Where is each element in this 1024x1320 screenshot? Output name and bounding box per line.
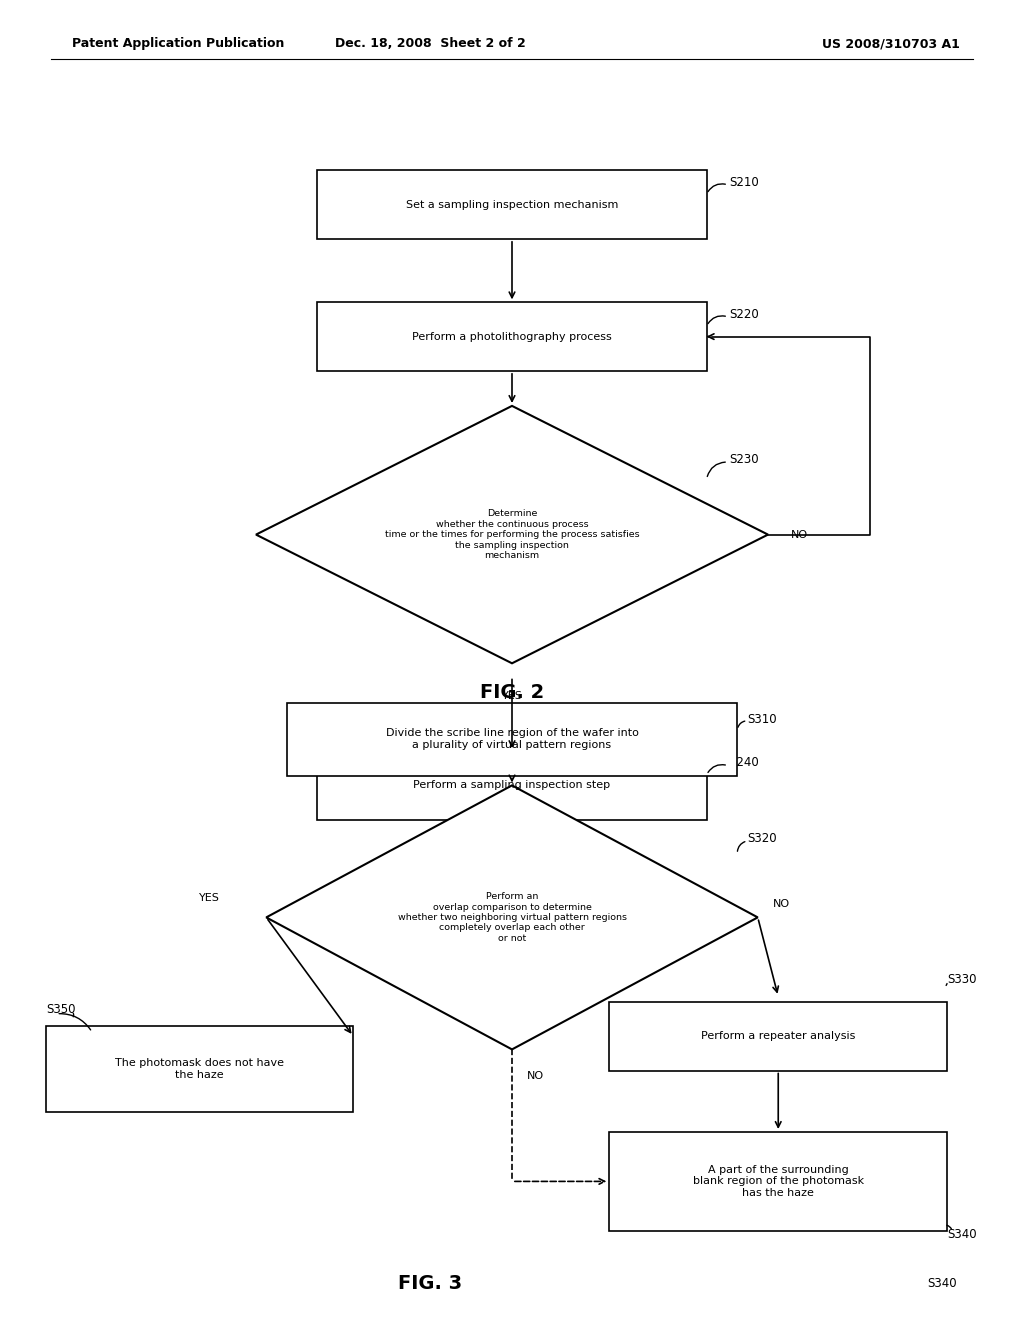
Text: FIG. 3: FIG. 3 xyxy=(398,1274,462,1292)
Text: Perform an
overlap comparison to determine
whether two neighboring virtual patte: Perform an overlap comparison to determi… xyxy=(397,892,627,942)
FancyBboxPatch shape xyxy=(317,751,707,820)
Text: S350: S350 xyxy=(46,1003,76,1016)
Text: Dec. 18, 2008  Sheet 2 of 2: Dec. 18, 2008 Sheet 2 of 2 xyxy=(335,37,525,50)
Text: S340: S340 xyxy=(928,1276,956,1290)
Text: Perform a repeater analysis: Perform a repeater analysis xyxy=(701,1031,855,1041)
FancyBboxPatch shape xyxy=(609,1131,947,1230)
Text: YES: YES xyxy=(200,892,220,903)
Text: US 2008/310703 A1: US 2008/310703 A1 xyxy=(822,37,959,50)
Text: S220: S220 xyxy=(729,308,759,321)
FancyBboxPatch shape xyxy=(317,170,707,239)
Text: NO: NO xyxy=(791,529,808,540)
Text: S240: S240 xyxy=(729,756,759,770)
FancyBboxPatch shape xyxy=(287,704,737,776)
Text: S330: S330 xyxy=(947,973,977,986)
Polygon shape xyxy=(256,407,768,664)
FancyBboxPatch shape xyxy=(609,1002,947,1071)
Text: The photomask does not have
the haze: The photomask does not have the haze xyxy=(115,1059,285,1080)
Text: Perform a sampling inspection step: Perform a sampling inspection step xyxy=(414,780,610,791)
Text: NO: NO xyxy=(773,899,791,909)
Text: S230: S230 xyxy=(729,453,759,466)
Text: S320: S320 xyxy=(748,832,777,845)
Text: FIG. 2: FIG. 2 xyxy=(480,684,544,702)
FancyBboxPatch shape xyxy=(317,302,707,371)
Polygon shape xyxy=(266,785,758,1049)
FancyBboxPatch shape xyxy=(46,1027,353,1111)
Text: S310: S310 xyxy=(748,713,777,726)
Text: YES: YES xyxy=(502,692,522,701)
Text: NO: NO xyxy=(527,1071,545,1081)
Text: S210: S210 xyxy=(729,176,759,189)
Text: S340: S340 xyxy=(947,1228,977,1241)
Text: Patent Application Publication: Patent Application Publication xyxy=(72,37,284,50)
Text: Set a sampling inspection mechanism: Set a sampling inspection mechanism xyxy=(406,199,618,210)
Text: Perform a photolithography process: Perform a photolithography process xyxy=(412,331,612,342)
Text: A part of the surrounding
blank region of the photomask
has the haze: A part of the surrounding blank region o… xyxy=(692,1164,864,1199)
Text: Divide the scribe line region of the wafer into
a plurality of virtual pattern r: Divide the scribe line region of the waf… xyxy=(386,729,638,750)
Text: Determine
whether the continuous process
time or the times for performing the pr: Determine whether the continuous process… xyxy=(385,510,639,560)
